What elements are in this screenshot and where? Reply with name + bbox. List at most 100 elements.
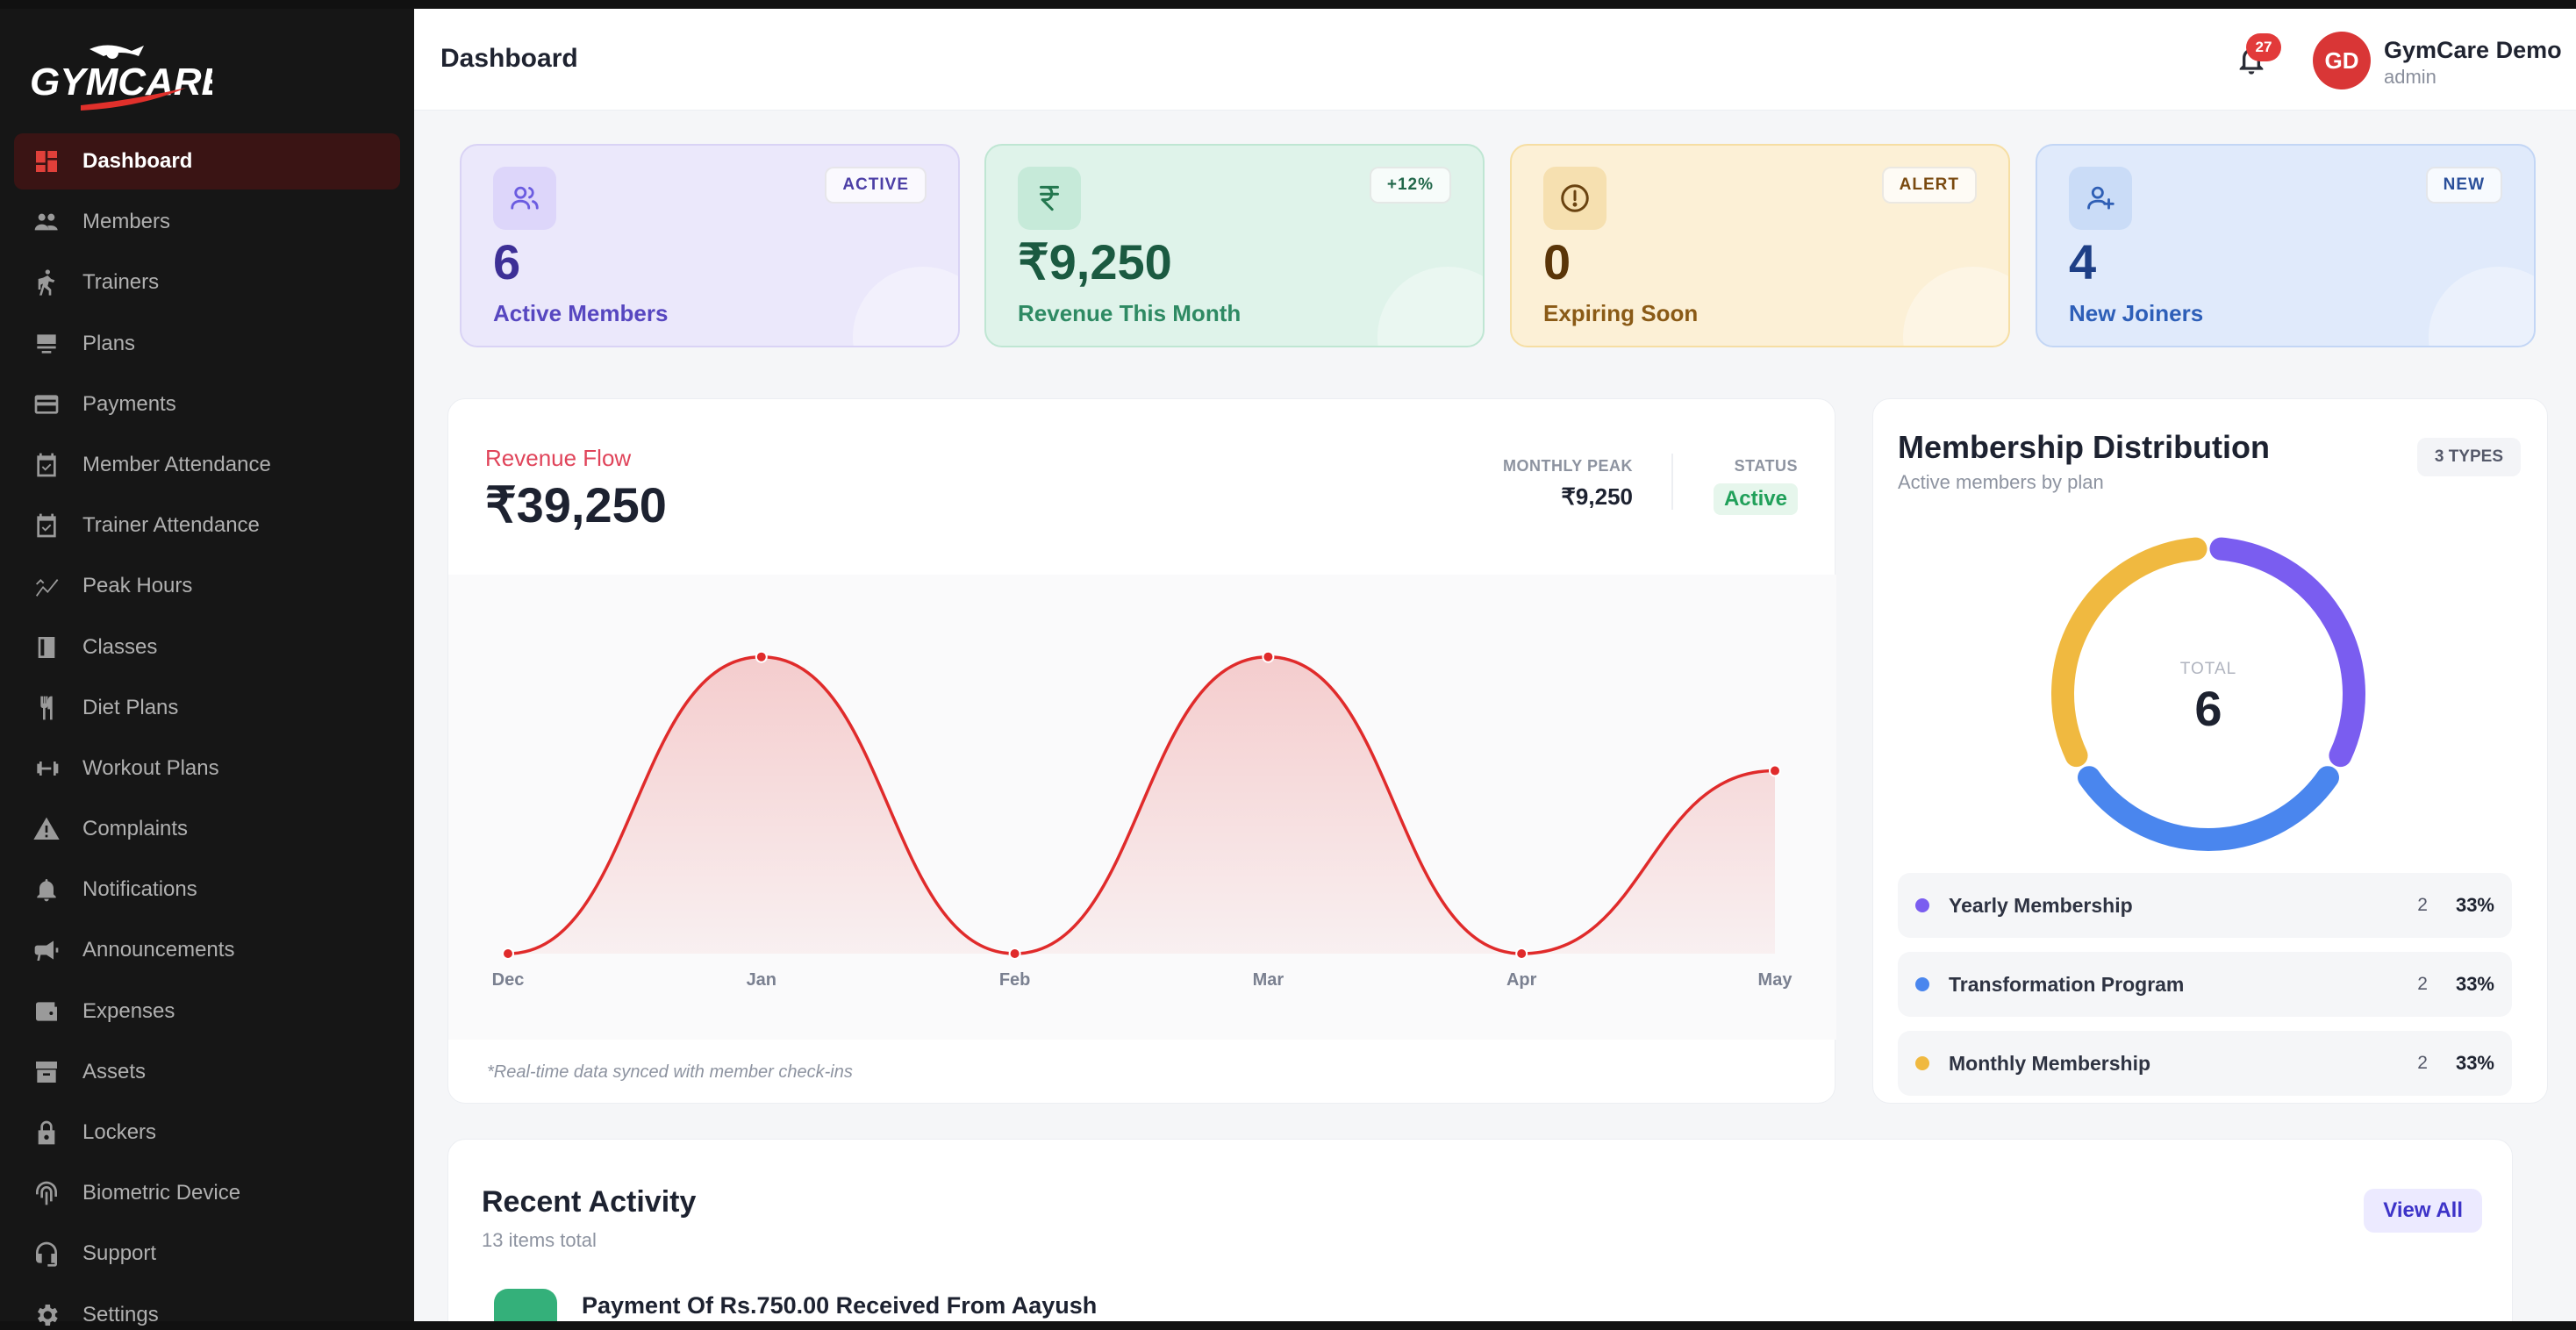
stat-card-new-joiners[interactable]: NEW 4 New Joiners (2036, 144, 2536, 347)
avatar[interactable]: GD (2313, 32, 2371, 89)
expenses-icon (32, 997, 61, 1026)
sidebar-nav: Dashboard Members Trainers Plans Payments Mem… (14, 133, 400, 1330)
donut-slice[interactable] (2051, 537, 2207, 768)
x-tick-label: May (1758, 970, 1793, 990)
card-decoration (853, 267, 958, 346)
revenue-note: *Real-time data synced with member check… (487, 1062, 853, 1082)
sidebar-item-label: Notifications (82, 877, 197, 902)
sidebar-item-trainer-attendance[interactable]: Trainer Attendance (14, 497, 400, 554)
members-icon (32, 207, 61, 237)
data-point[interactable] (1008, 947, 1021, 960)
sidebar-item-label: Lockers (82, 1120, 157, 1144)
legend-row[interactable]: Yearly Membership 2 33% (1898, 873, 2512, 938)
status-label: STATUS (1734, 457, 1798, 475)
sidebar-item-label: Trainer Attendance (82, 513, 260, 538)
sidebar-item-notifications[interactable]: Notifications (14, 862, 400, 918)
revenue-flow-panel: Revenue Flow ₹39,250 MONTHLY PEAK ₹9,250… (447, 398, 1836, 1104)
assets-icon (32, 1057, 61, 1087)
trainers-icon (32, 268, 61, 297)
user-name[interactable]: GymCare Demo (2384, 37, 2562, 63)
stat-value: 0 (1543, 234, 1571, 290)
x-tick-label: Apr (1506, 970, 1537, 990)
view-all-button[interactable]: View All (2364, 1189, 2482, 1233)
sidebar-item-member-attendance[interactable]: Member Attendance (14, 437, 400, 493)
trainer-attendance-icon (32, 511, 61, 540)
activity-item[interactable]: Payment Of Rs.750.00 Received From Aayus… (494, 1289, 1097, 1321)
settings-icon (32, 1300, 61, 1330)
distribution-donut-chart (2051, 537, 2365, 851)
activity-title: Recent Activity (482, 1185, 697, 1219)
revenue-title: Revenue Flow (485, 445, 632, 471)
card-decoration (1903, 267, 2008, 346)
data-point[interactable] (1262, 650, 1275, 663)
sidebar-item-settings[interactable]: Settings (14, 1287, 400, 1330)
donut-slice[interactable] (2209, 537, 2365, 768)
sidebar-item-label: Member Attendance (82, 452, 271, 476)
sidebar-item-members[interactable]: Members (14, 194, 400, 250)
sidebar-item-label: Expenses (82, 998, 175, 1023)
data-point[interactable] (502, 947, 514, 960)
sidebar-item-label: Settings (82, 1302, 159, 1326)
card-decoration (2429, 267, 2534, 346)
revenue-line (507, 654, 1776, 955)
diet-plans-icon (32, 693, 61, 723)
sidebar-item-dashboard[interactable]: Dashboard (14, 133, 400, 189)
logo-text: GYMCARE (30, 61, 212, 104)
status-badge: ACTIVE (825, 167, 927, 204)
legend-name: Monthly Membership (1949, 1051, 2151, 1075)
lockers-icon (32, 1118, 61, 1148)
donut-total-label: TOTAL (2179, 660, 2237, 678)
sidebar-item-payments[interactable]: Payments (14, 376, 400, 433)
sidebar-item-trainers[interactable]: Trainers (14, 254, 400, 311)
sidebar-item-label: Classes (82, 634, 158, 659)
classes-icon (32, 633, 61, 662)
top-bar: Dashboard 27 GD GymCare Demo admin (414, 9, 2576, 111)
sidebar-item-lockers[interactable]: Lockers (14, 1105, 400, 1161)
peak-hours-icon (32, 571, 61, 601)
stat-card-revenue[interactable]: +12% ₹9,250 Revenue This Month (984, 144, 1485, 347)
alert-icon (1543, 167, 1606, 230)
data-point[interactable] (1769, 764, 1781, 777)
workout-plans-icon (32, 754, 61, 783)
sidebar-item-label: Payments (82, 391, 176, 416)
sidebar-item-label: Plans (82, 331, 136, 355)
sidebar-item-label: Members (82, 210, 171, 234)
stat-label: Expiring Soon (1543, 300, 1699, 326)
data-point[interactable] (1515, 947, 1528, 960)
sidebar-item-assets[interactable]: Assets (14, 1044, 400, 1100)
legend-row[interactable]: Monthly Membership 2 33% (1898, 1031, 2512, 1096)
stat-card-expiring[interactable]: ALERT 0 Expiring Soon (1510, 144, 2010, 347)
complaints-icon (32, 814, 61, 844)
sidebar: GYMCARE Dashboard Members Trainers Plans Pay… (0, 9, 414, 1326)
monthly-peak-value: ₹9,250 (1561, 483, 1633, 510)
sidebar-item-expenses[interactable]: Expenses (14, 983, 400, 1040)
sidebar-item-classes[interactable]: Classes (14, 619, 400, 676)
member-attendance-icon (32, 450, 61, 480)
sidebar-item-diet-plans[interactable]: Diet Plans (14, 680, 400, 736)
donut-slice[interactable] (2078, 766, 2339, 851)
biometric-icon (32, 1178, 61, 1208)
legend-percent: 33% (2455, 973, 2494, 995)
sidebar-item-label: Assets (82, 1059, 147, 1083)
revenue-amount: ₹39,250 (485, 477, 667, 533)
gymcare-logo[interactable]: GYMCARE (28, 40, 229, 119)
sidebar-item-workout-plans[interactable]: Workout Plans (14, 740, 400, 797)
data-point[interactable] (755, 650, 768, 663)
sidebar-item-support[interactable]: Support (14, 1226, 400, 1282)
sidebar-item-plans[interactable]: Plans (14, 316, 400, 372)
sidebar-item-label: Support (82, 1241, 157, 1266)
sidebar-item-complaints[interactable]: Complaints (14, 801, 400, 857)
sidebar-item-biometric-device[interactable]: Biometric Device (14, 1165, 400, 1221)
legend-row[interactable]: Transformation Program 2 33% (1898, 952, 2512, 1017)
revenue-chart-svg: Dec Jan Feb Mar Apr May (492, 650, 1793, 990)
stat-value: ₹9,250 (1018, 234, 1172, 290)
x-tick-label: Mar (1253, 970, 1284, 990)
alert-badge: ALERT (1881, 167, 1977, 204)
legend-percent: 33% (2455, 894, 2494, 916)
users-icon (493, 167, 556, 230)
sidebar-item-announcements[interactable]: Announcements (14, 922, 400, 978)
activity-subtitle: 13 items total (482, 1229, 597, 1251)
activity-text: Payment Of Rs.750.00 Received From Aayus… (582, 1291, 1098, 1319)
stat-card-active-members[interactable]: ACTIVE 6 Active Members (460, 144, 960, 347)
sidebar-item-peak-hours[interactable]: Peak Hours (14, 558, 400, 614)
